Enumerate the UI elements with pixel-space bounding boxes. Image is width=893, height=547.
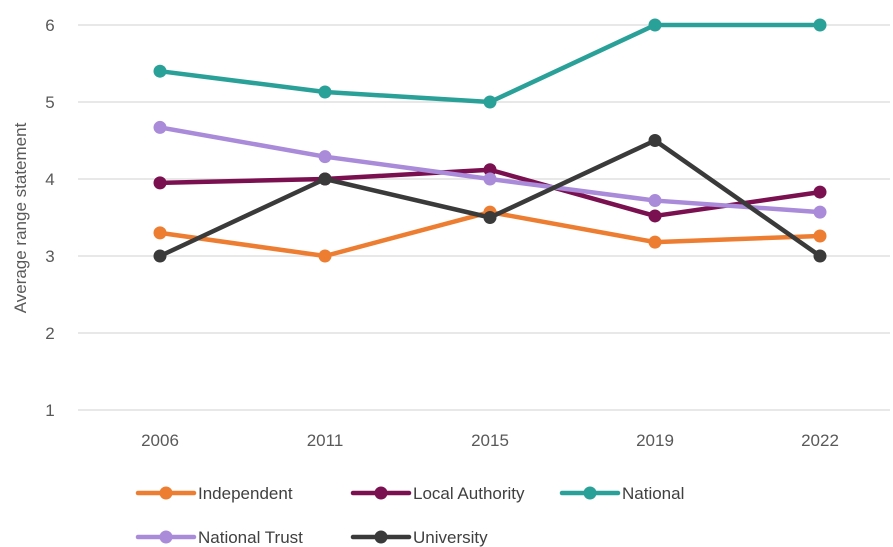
legend-item: National xyxy=(559,484,684,503)
x-tick-label: 2011 xyxy=(307,431,344,450)
legend-swatch-marker xyxy=(159,530,173,544)
legend-label: National xyxy=(622,484,684,503)
data-point xyxy=(813,249,827,263)
data-point xyxy=(483,95,497,109)
data-point xyxy=(318,85,332,99)
legend-label: Independent xyxy=(198,484,293,503)
y-tick-label: 4 xyxy=(45,170,54,189)
data-point xyxy=(813,18,827,32)
data-point xyxy=(153,249,167,263)
y-tick-label: 1 xyxy=(45,401,54,420)
y-tick-label: 2 xyxy=(45,324,54,343)
legend-swatch-marker xyxy=(583,486,597,500)
x-tick-label: 2015 xyxy=(471,431,509,450)
x-axis-ticks: 2006 2011 2015 2019 2022 xyxy=(141,431,839,450)
legend-label: Local Authority xyxy=(413,484,525,503)
data-point xyxy=(483,172,497,186)
series-national xyxy=(153,18,827,109)
x-tick-label: 2022 xyxy=(801,431,839,450)
legend-item: Independent xyxy=(135,484,293,503)
series-university xyxy=(153,134,827,263)
data-point xyxy=(318,172,332,186)
series-national-trust xyxy=(153,120,827,219)
data-point xyxy=(648,194,662,208)
data-point xyxy=(153,64,167,78)
y-axis-title: Average range statement xyxy=(11,122,30,313)
data-point xyxy=(648,18,662,32)
data-point xyxy=(318,249,332,263)
legend-swatch-marker xyxy=(374,486,388,500)
data-point xyxy=(318,150,332,164)
legend-item: National Trust xyxy=(135,528,303,547)
legend-item: University xyxy=(350,528,488,547)
data-point xyxy=(813,229,827,243)
data-point xyxy=(813,205,827,219)
y-tick-label: 5 xyxy=(45,93,54,112)
legend-swatch-marker xyxy=(374,530,388,544)
data-point xyxy=(648,134,662,147)
legend-item: Local Authority xyxy=(350,484,525,503)
y-axis-ticks: 1 2 3 4 5 6 xyxy=(45,16,54,420)
x-tick-label: 2019 xyxy=(636,431,674,450)
data-point xyxy=(648,209,662,223)
legend-label: National Trust xyxy=(198,528,303,547)
data-point xyxy=(483,211,497,224)
data-point xyxy=(153,226,167,240)
legend-label: University xyxy=(413,528,488,547)
y-tick-label: 3 xyxy=(45,247,54,266)
legend-swatch-marker xyxy=(159,486,173,500)
x-tick-label: 2006 xyxy=(141,431,179,450)
data-point xyxy=(648,235,662,249)
data-point xyxy=(813,185,827,199)
series-line xyxy=(157,22,823,105)
data-point xyxy=(153,120,167,134)
data-point xyxy=(483,163,497,177)
legend: Independent Local Authority National Nation… xyxy=(135,484,684,547)
data-point xyxy=(153,176,167,190)
series-layer xyxy=(153,18,827,263)
y-tick-label: 6 xyxy=(45,16,54,35)
